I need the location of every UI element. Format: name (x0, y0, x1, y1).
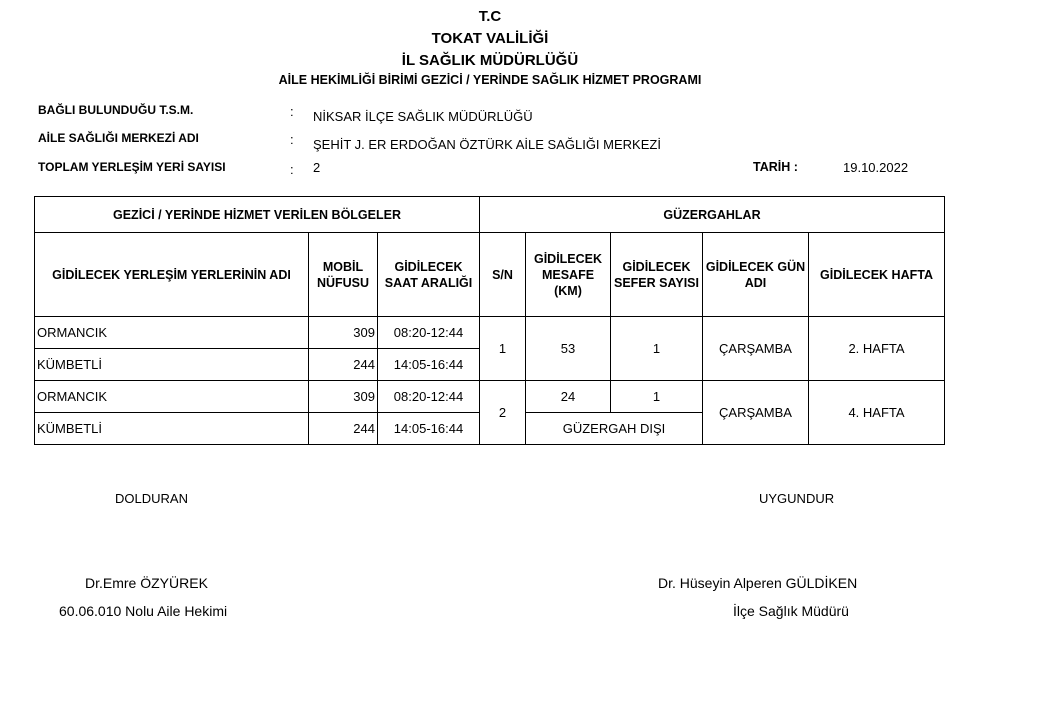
time-range: 08:20-12:44 (377, 316, 480, 349)
route-week: 4. HAFTA (808, 380, 945, 445)
info-label-asm: AİLE SAĞLIĞI MERKEZİ ADI (38, 131, 199, 145)
info-label-count: TOPLAM YERLEŞİM YERİ SAYISI (38, 160, 226, 174)
signer-left-title: 60.06.010 Nolu Aile Hekimi (59, 603, 228, 619)
place-name: ORMANCIK (34, 316, 309, 349)
place-name: KÜMBETLİ (34, 348, 309, 381)
col-header-day: GİDİLECEK GÜN ADI (702, 232, 809, 317)
route-trips: 1 (610, 380, 703, 413)
info-value-asm: ŞEHİT J. ER ERDOĞAN ÖZTÜRK AİLE SAĞLIĞI … (313, 137, 661, 152)
col-header-population: MOBİL NÜFUSU (308, 232, 378, 317)
route-sn: 1 (479, 316, 526, 381)
col-header-trips: GİDİLECEK SEFER SAYISI (610, 232, 703, 317)
signer-right-name: Dr. Hüseyin Alperen GÜLDİKEN (658, 575, 858, 591)
table-row: KÜMBETLİ 244 14:05-16:44 (34, 348, 945, 381)
population: 309 (308, 316, 378, 349)
route-distance: 53 (525, 316, 611, 381)
route-day: ÇARŞAMBA (702, 380, 809, 445)
date-label: TARİH : (753, 160, 798, 174)
route-sn: 2 (479, 380, 526, 445)
route-distance: 24 (525, 380, 611, 413)
info-label-tsm: BAĞLI BULUNDUĞU T.S.M. (38, 103, 194, 117)
col-header-place: GİDİLECEK YERLEŞİM YERLERİNİN ADI (34, 232, 309, 317)
date-value: 19.10.2022 (843, 160, 909, 175)
colon: : (290, 132, 294, 147)
group-header-regions: GEZİCİ / YERİNDE HİZMET VERİLEN BÖLGELER (34, 196, 480, 233)
col-header-sn: S/N (479, 232, 526, 317)
table-row: KÜMBETLİ 244 14:05-16:44 GÜZERGAH DIŞI (34, 412, 945, 445)
header-tc: T.C (478, 8, 502, 25)
colon: : (290, 104, 294, 119)
filled-by-label: DOLDURAN (115, 491, 188, 506)
route-trips: 1 (610, 316, 703, 381)
signer-right-title: İlçe Sağlık Müdürü (733, 603, 849, 619)
population: 244 (308, 348, 378, 381)
route-week: 2. HAFTA (808, 316, 945, 381)
signer-left-name: Dr.Emre ÖZYÜREK (85, 575, 208, 591)
col-header-week: GİDİLECEK HAFTA (808, 232, 945, 317)
population: 244 (308, 412, 378, 445)
population: 309 (308, 380, 378, 413)
table-row: ORMANCIK 309 08:20-12:44 2 24 1 ÇARŞAMBA… (34, 380, 945, 445)
place-name: ORMANCIK (34, 380, 309, 413)
col-header-distance: GİDİLECEK MESAFE (KM) (525, 232, 611, 317)
time-range: 14:05-16:44 (377, 412, 480, 445)
table-row: ORMANCIK 309 08:20-12:44 1 53 1 ÇARŞAMBA… (34, 316, 945, 381)
header-governorship: TOKAT VALİLİĞİ (431, 30, 549, 47)
document-title: AİLE HEKİMLİĞİ BİRİMİ GEZİCİ / YERİNDE S… (278, 73, 702, 87)
approved-label: UYGUNDUR (759, 491, 835, 506)
header-directorate: İL SAĞLIK MÜDÜRLÜĞÜ (401, 52, 579, 69)
col-header-time: GİDİLECEK SAAT ARALIĞI (377, 232, 480, 317)
place-name: KÜMBETLİ (34, 412, 309, 445)
info-value-count: 2 (313, 160, 321, 175)
colon: : (290, 162, 294, 177)
route-day: ÇARŞAMBA (702, 316, 809, 381)
time-range: 08:20-12:44 (377, 380, 480, 413)
group-header-routes: GÜZERGAHLAR (479, 196, 945, 233)
time-range: 14:05-16:44 (377, 348, 480, 381)
off-route-note: GÜZERGAH DIŞI (525, 412, 703, 445)
info-value-tsm: NİKSAR İLÇE SAĞLIK MÜDÜRLÜĞÜ (313, 109, 533, 124)
program-table: GEZİCİ / YERİNDE HİZMET VERİLEN BÖLGELER… (34, 196, 945, 445)
